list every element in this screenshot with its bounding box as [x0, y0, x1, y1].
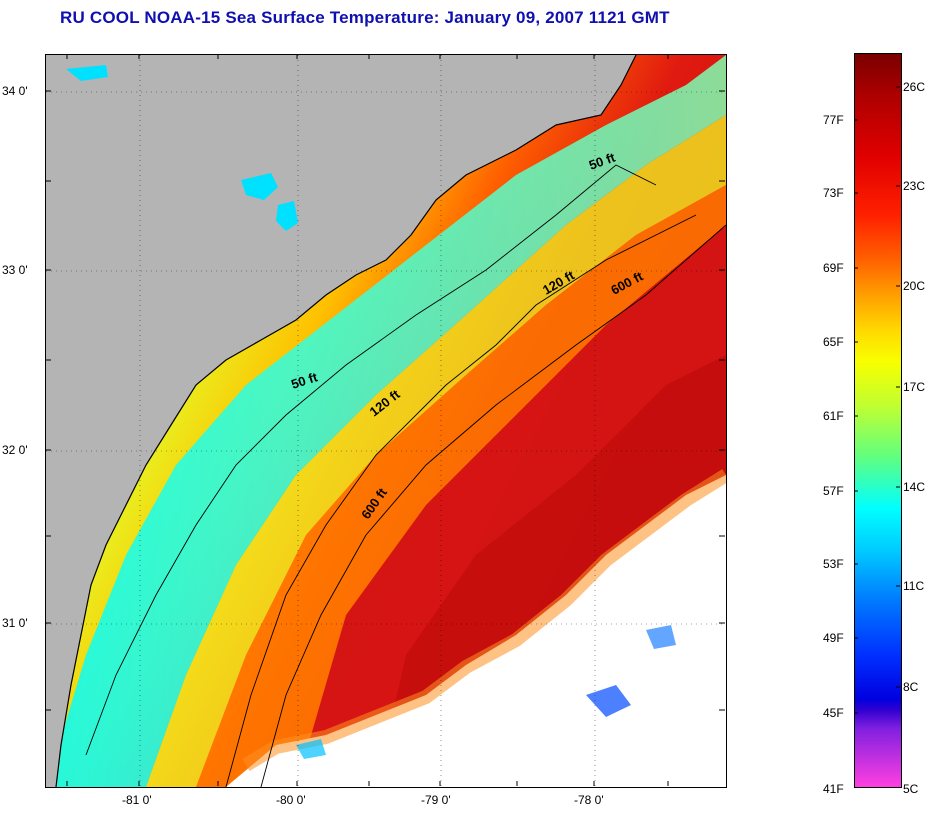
sst-map: 50 ft 120 ft 600 ft 50 ft 120 ft 600 ft	[45, 54, 727, 788]
colorbar-label-f: 49F	[823, 631, 844, 645]
colorbar-label-f: 65F	[823, 335, 844, 349]
colorbar-label-c: 17C	[903, 380, 926, 394]
colorbar-label-c: 26C	[903, 80, 926, 94]
cloud-patch-blue	[296, 739, 326, 759]
lon-label: -80 0'	[276, 793, 306, 807]
colorbar-label-f: 57F	[823, 484, 844, 498]
lon-label: -78 0'	[574, 793, 604, 807]
colorbar-label-f: 77F	[823, 113, 844, 127]
isobath-120ft	[225, 214, 697, 787]
lat-label: 31 0'	[2, 616, 28, 630]
colorbar-label-f: 73F	[823, 186, 844, 200]
map-title: RU COOL NOAA-15 Sea Surface Temperature:…	[60, 8, 670, 27]
colorbar-label-f: 69F	[823, 261, 844, 275]
lat-label: 34 0'	[2, 84, 28, 98]
mid-shelf-region	[196, 185, 726, 787]
coastline-outline	[55, 55, 637, 787]
isobath-50ft	[85, 164, 657, 756]
inland-lake	[66, 65, 108, 81]
colorbar-label-c: 5C	[903, 782, 919, 796]
colorbar-label-f: 61F	[823, 409, 844, 423]
colorbar-label-c: 8C	[903, 680, 919, 694]
nearshore-region	[46, 55, 726, 787]
cloud-patch-blue	[586, 685, 631, 717]
inland-lake	[241, 173, 278, 200]
cloud-edge-orange	[242, 469, 726, 772]
colorbar-label-f: 41F	[823, 782, 844, 796]
coastline-land	[46, 55, 636, 787]
lon-label: -81 0'	[122, 793, 152, 807]
colorbar-label-c: 11C	[903, 579, 925, 593]
graticule	[46, 55, 726, 787]
lat-label: 32 0'	[2, 443, 28, 457]
colorbar-label-c: 23C	[903, 179, 926, 193]
colorbar-label-f: 53F	[823, 557, 844, 571]
cloud-patch-blue	[646, 625, 676, 649]
lon-label: -79 0'	[421, 793, 451, 807]
colorbar-label-c: 14C	[903, 480, 926, 494]
isobath-600ft	[260, 224, 726, 787]
lat-label: 33 0'	[2, 263, 28, 277]
colorbar-label-c: 20C	[903, 279, 926, 293]
inland-lake	[276, 201, 298, 231]
inner-shelf-region	[146, 115, 726, 787]
temperature-colorbar	[854, 53, 902, 788]
colorbar-label-f: 45F	[823, 706, 844, 720]
